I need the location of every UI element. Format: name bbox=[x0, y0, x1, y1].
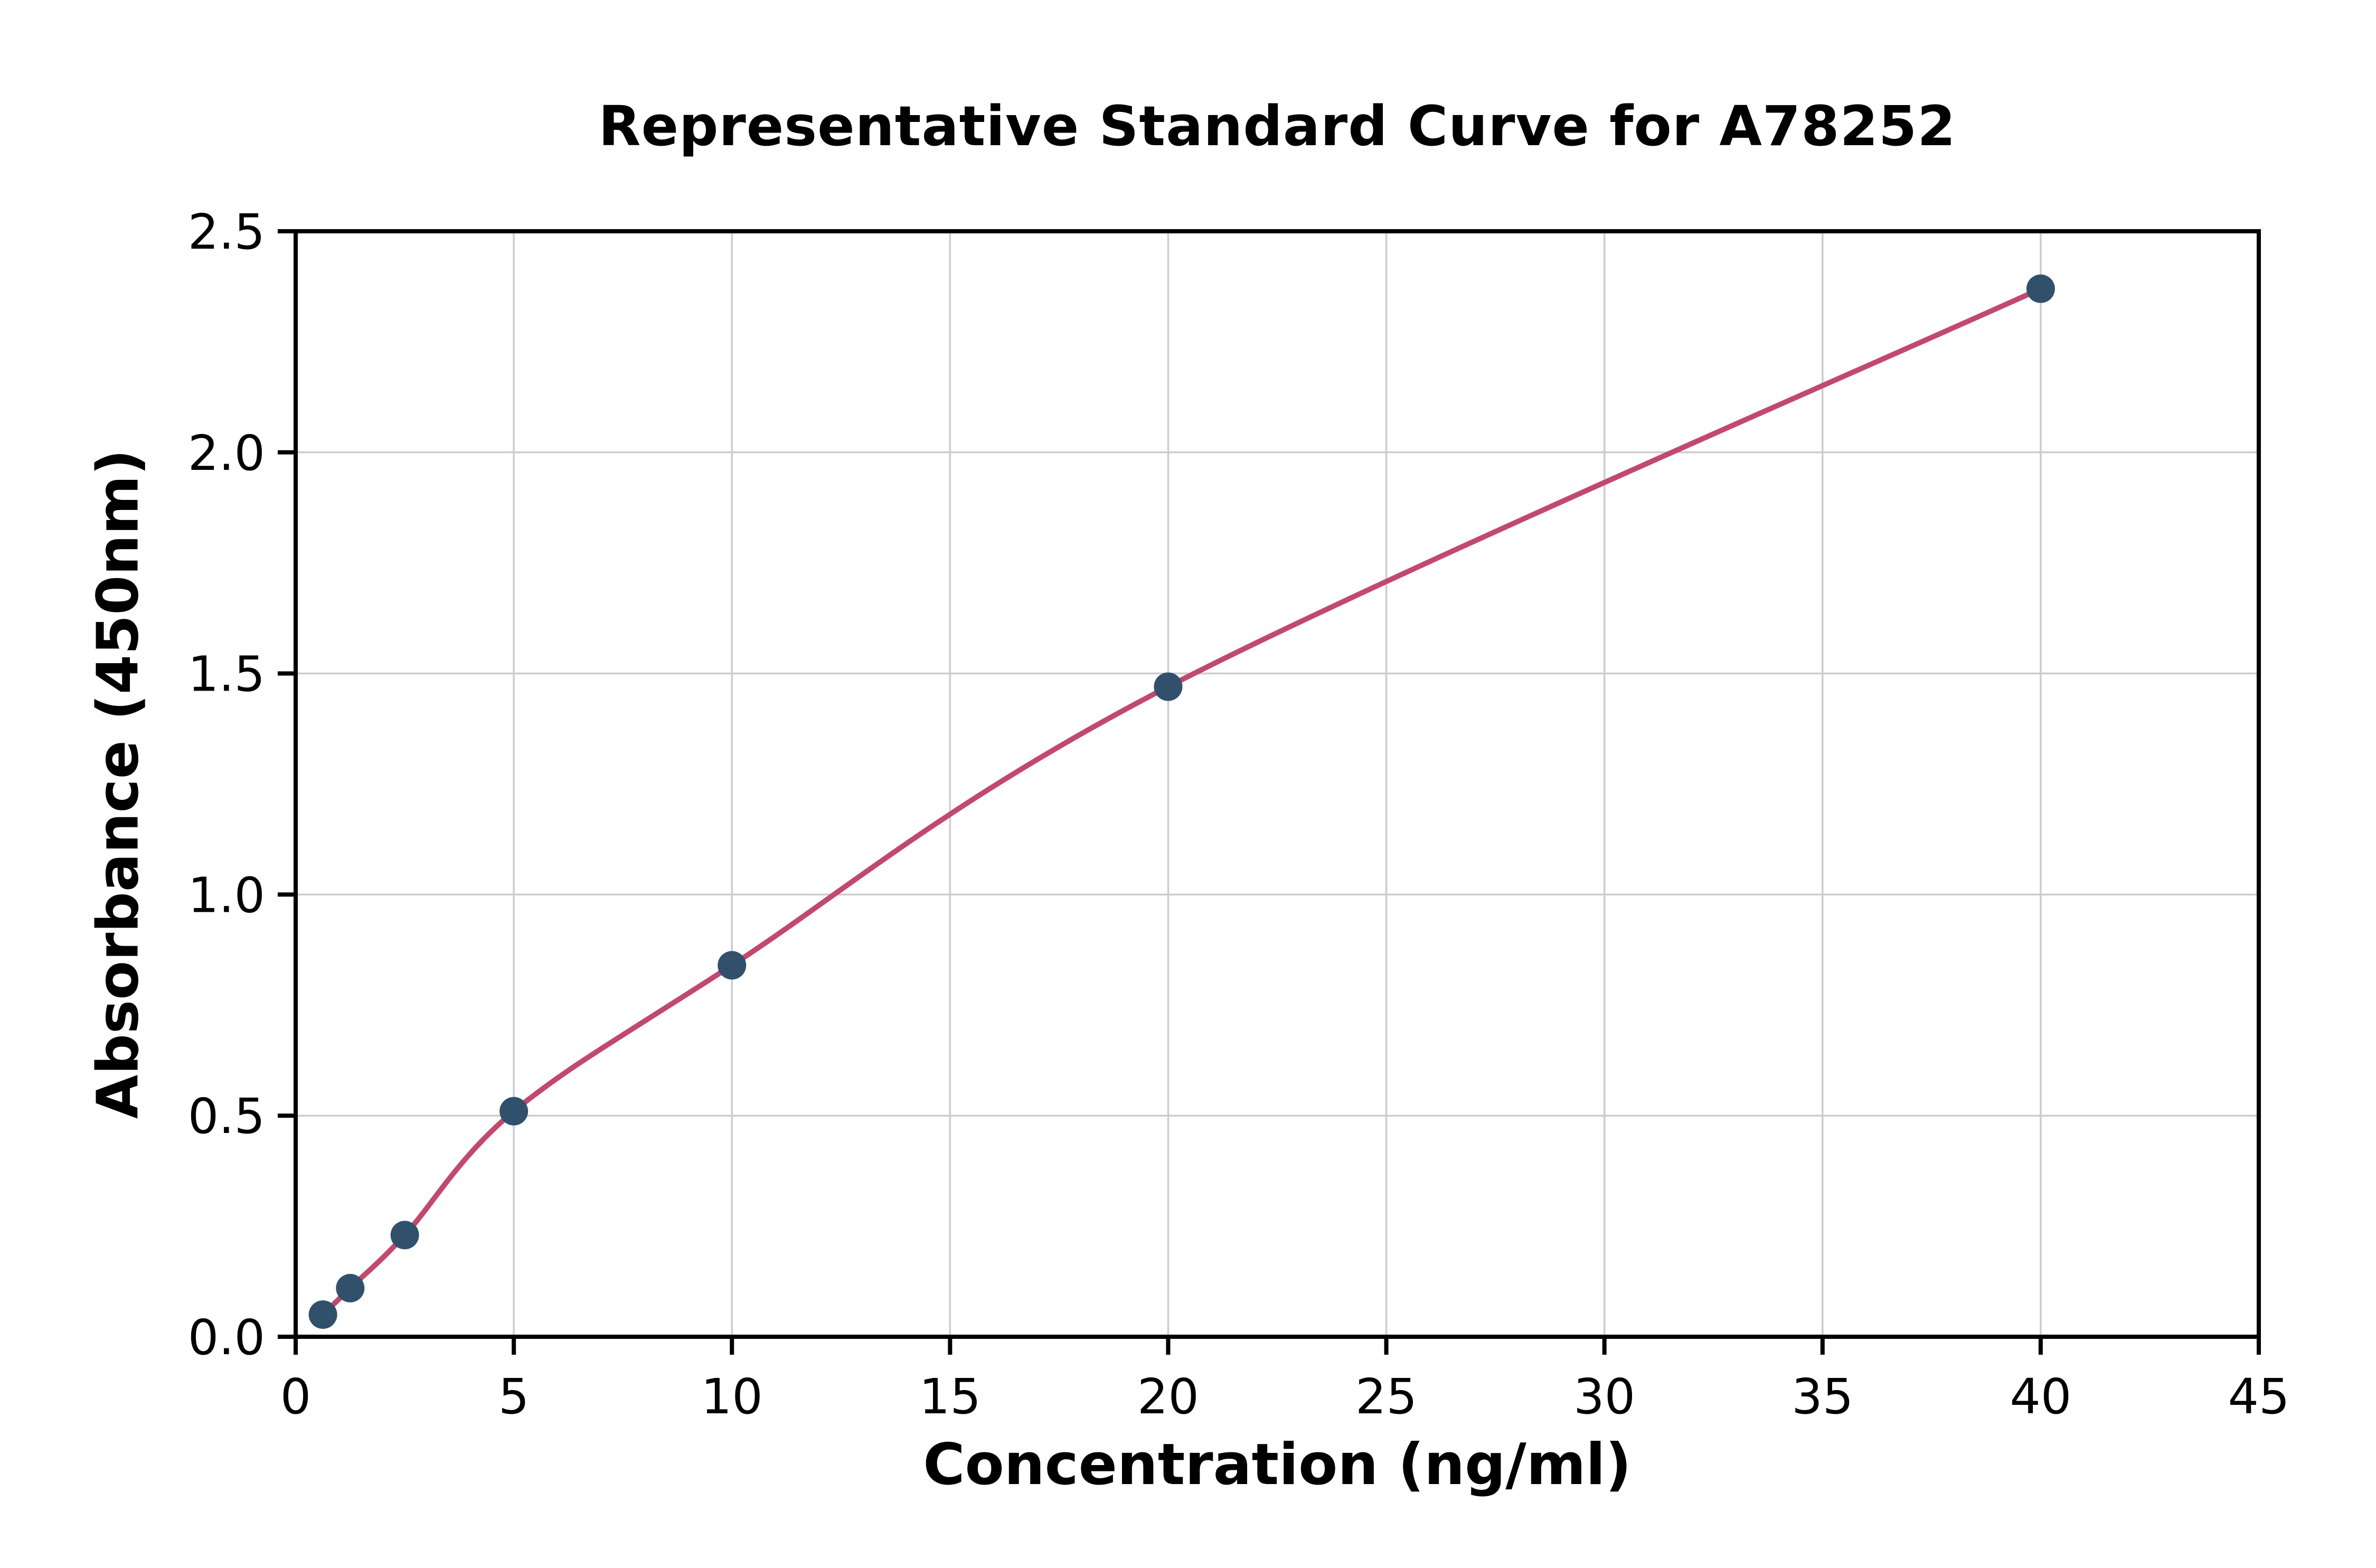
data-point-marker bbox=[390, 1221, 419, 1250]
fitted-curve bbox=[320, 286, 2043, 1318]
data-point-marker bbox=[336, 1273, 365, 1302]
x-tick-label: 5 bbox=[498, 1368, 530, 1425]
x-tick-label: 15 bbox=[919, 1368, 981, 1425]
y-tick-label: 2.5 bbox=[188, 204, 265, 260]
x-tick-label: 45 bbox=[2228, 1368, 2289, 1425]
x-tick-label: 25 bbox=[1355, 1368, 1417, 1425]
x-axis-label: Concentration (ng/ml) bbox=[923, 1432, 1632, 1498]
y-tick-label: 2.0 bbox=[188, 425, 265, 481]
y-tick-label: 0.0 bbox=[188, 1309, 265, 1366]
data-point-marker bbox=[718, 951, 747, 980]
x-tick-label: 10 bbox=[701, 1368, 763, 1425]
data-point-marker bbox=[2026, 274, 2055, 303]
x-tick-label: 20 bbox=[1137, 1368, 1199, 1425]
x-tick-label: 35 bbox=[1792, 1368, 1853, 1425]
data-point-marker bbox=[499, 1097, 529, 1126]
y-tick-label: 0.5 bbox=[188, 1088, 265, 1145]
x-tick-label: 30 bbox=[1573, 1368, 1635, 1425]
chart-title: Representative Standard Curve for A78252 bbox=[598, 94, 1956, 158]
x-tick-label: 0 bbox=[280, 1368, 312, 1425]
data-point-marker bbox=[308, 1300, 337, 1329]
plot-border bbox=[294, 229, 2261, 1339]
x-tick-label: 40 bbox=[2010, 1368, 2071, 1425]
data-point-marker bbox=[1154, 672, 1183, 701]
y-tick-label: 1.0 bbox=[188, 867, 265, 923]
y-tick-label: 1.5 bbox=[188, 646, 265, 703]
